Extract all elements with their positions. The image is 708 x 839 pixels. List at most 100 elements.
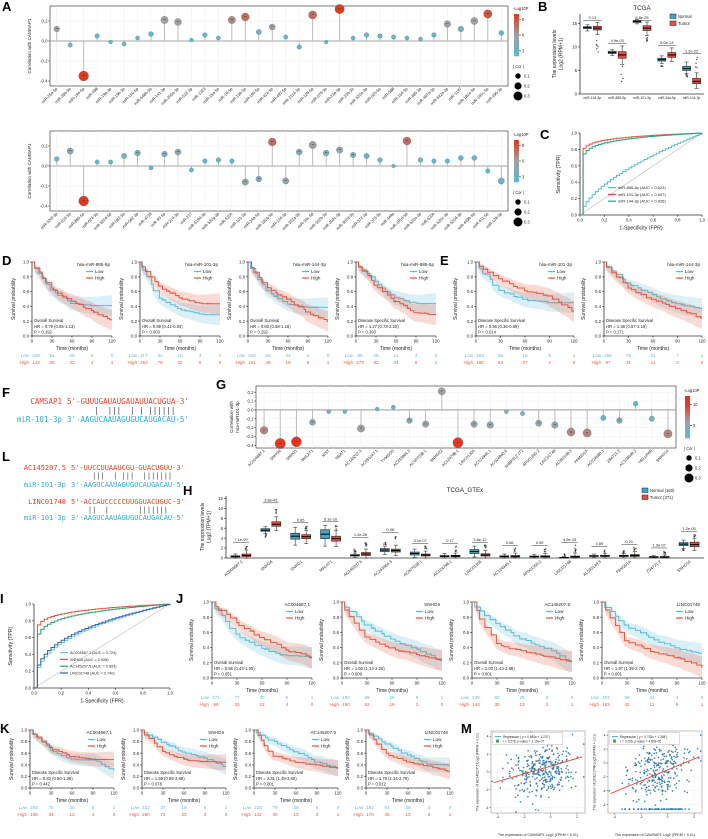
svg-text:+: + bbox=[205, 759, 208, 764]
svg-text:1: 1 bbox=[337, 812, 340, 817]
svg-text:Time (months): Time (months) bbox=[168, 798, 200, 804]
svg-text:High: High bbox=[20, 360, 30, 365]
svg-text:-0.2: -0.2 bbox=[40, 59, 48, 64]
svg-text:+: + bbox=[443, 762, 446, 767]
svg-text:0.6: 0.6 bbox=[131, 289, 138, 294]
svg-text:+: + bbox=[678, 616, 681, 621]
svg-text:0.17: 0.17 bbox=[446, 538, 454, 543]
svg-text:+: + bbox=[618, 275, 621, 280]
svg-text:+: + bbox=[645, 295, 648, 300]
svg-text:1: 1 bbox=[219, 353, 222, 358]
svg-text:+: + bbox=[486, 625, 489, 630]
svg-text:+: + bbox=[281, 743, 284, 748]
svg-text:0.8: 0.8 bbox=[21, 739, 28, 744]
svg-text:+: + bbox=[75, 757, 78, 762]
svg-text:62: 62 bbox=[265, 353, 271, 358]
svg-text:1.0: 1.0 bbox=[333, 600, 340, 605]
svg-text:254: 254 bbox=[140, 360, 148, 365]
km-os-mir101: 1.0 0.8 0.6 0.4 0.2 0.0 0 30 60 90 120 Time (months… bbox=[116, 256, 224, 391]
seq-string: 3'-AAGUCAAUAGUGUCAUGACAU-5' bbox=[67, 414, 189, 424]
svg-text:Low: Low bbox=[129, 353, 138, 358]
svg-text:SNHG6: SNHG6 bbox=[208, 730, 224, 735]
svg-text:The expression levels: The expression levels bbox=[200, 502, 206, 551]
svg-text:Low: Low bbox=[97, 737, 106, 742]
svg-text:1.0: 1.0 bbox=[699, 218, 705, 223]
svg-text:0.4: 0.4 bbox=[593, 645, 600, 650]
svg-text:1.3e-07: 1.3e-07 bbox=[653, 543, 666, 548]
svg-text:+: + bbox=[631, 283, 634, 288]
svg-text:SNHG22: SNHG22 bbox=[429, 448, 444, 463]
svg-text:0.0: 0.0 bbox=[357, 786, 364, 791]
svg-text:**: ** bbox=[285, 179, 288, 183]
km-dss-mir101: 1.0 0.8 0.6 0.4 0.2 0.0 0 30 60 90 120 Time (months… bbox=[450, 256, 578, 391]
svg-text:31: 31 bbox=[650, 353, 656, 358]
svg-text:High: High bbox=[685, 616, 695, 621]
svg-text:8: 8 bbox=[221, 516, 224, 521]
svg-text:120: 120 bbox=[110, 791, 118, 796]
svg-text:Survival probability: Survival probability bbox=[119, 278, 125, 320]
svg-text:3: 3 bbox=[416, 702, 419, 707]
svg-text:1.0: 1.0 bbox=[245, 728, 252, 733]
svg-text:0.13: 0.13 bbox=[589, 15, 597, 20]
svg-text:6: 6 bbox=[415, 360, 418, 365]
svg-text:+: + bbox=[202, 759, 205, 764]
svg-text:AC004687.1: AC004687.1 bbox=[247, 448, 267, 468]
svg-text:0: 0 bbox=[111, 353, 114, 358]
svg-text:+: + bbox=[184, 750, 187, 755]
svg-text:+: + bbox=[667, 653, 670, 658]
svg-text:4.9e-15: 4.9e-15 bbox=[563, 537, 576, 542]
svg-text:Z94721.2: Z94721.2 bbox=[606, 448, 622, 464]
svg-text:+: + bbox=[167, 742, 170, 747]
svg-text:80: 80 bbox=[494, 695, 500, 700]
svg-text:+: + bbox=[309, 309, 312, 314]
svg-text:Time (months): Time (months) bbox=[392, 798, 424, 804]
svg-text:97: 97 bbox=[605, 360, 611, 365]
svg-text:16: 16 bbox=[389, 702, 395, 707]
svg-text:90: 90 bbox=[675, 681, 680, 686]
panel-label-i: I bbox=[0, 591, 4, 606]
svg-text:30: 30 bbox=[158, 339, 163, 344]
svg-text:+: + bbox=[202, 737, 205, 742]
svg-text:30: 30 bbox=[625, 681, 630, 686]
svg-text:High: High bbox=[18, 812, 28, 817]
svg-text:MALAT1: MALAT1 bbox=[318, 558, 334, 572]
svg-text:+: + bbox=[681, 302, 684, 307]
svg-text:+: + bbox=[172, 291, 175, 296]
svg-text:13: 13 bbox=[405, 812, 411, 817]
km-dss-mir144: 1.0 0.8 0.6 0.4 0.2 0.0 0 30 60 90 120 Time (months… bbox=[578, 256, 706, 391]
svg-text:30: 30 bbox=[498, 339, 503, 344]
svg-text:Time (months): Time (months) bbox=[164, 346, 196, 352]
svg-text:**: ** bbox=[279, 442, 282, 446]
svg-text:1: 1 bbox=[111, 360, 114, 365]
svg-text:+: + bbox=[211, 312, 214, 317]
lncrna-roc-curves: 0.0 0.0 0.2 0.2 0.4 0.4 0.6 0.6 0.8 0.8 1.0 1.0 AC00… bbox=[4, 598, 176, 731]
svg-text:0.6: 0.6 bbox=[463, 630, 470, 635]
svg-text:+: + bbox=[101, 762, 104, 767]
svg-text:58: 58 bbox=[364, 695, 370, 700]
svg-text:0.4: 0.4 bbox=[85, 691, 91, 696]
svg-text:**: ** bbox=[177, 20, 180, 24]
svg-text:**: ** bbox=[271, 140, 274, 144]
svg-text:miR-194-5p: miR-194-5p bbox=[584, 96, 602, 100]
svg-text:Disease Specific Survival: Disease Specific Survival bbox=[478, 318, 525, 323]
svg-text:-2: -2 bbox=[486, 788, 489, 792]
svg-text:**: ** bbox=[258, 177, 261, 181]
svg-text:90: 90 bbox=[91, 791, 96, 796]
svg-text:+: + bbox=[670, 304, 673, 309]
svg-text:20: 20 bbox=[69, 353, 75, 358]
svg-text:High: High bbox=[311, 276, 321, 281]
svg-text:+: + bbox=[419, 647, 422, 652]
svg-text:-2: -2 bbox=[523, 815, 526, 819]
svg-text:Survival probability: Survival probability bbox=[11, 278, 17, 320]
svg-text:+: + bbox=[187, 308, 190, 313]
svg-text:0.8: 0.8 bbox=[571, 147, 577, 152]
svg-text:90: 90 bbox=[90, 339, 95, 344]
svg-text:+: + bbox=[630, 626, 633, 631]
svg-text:30: 30 bbox=[495, 681, 500, 686]
svg-text:1.0: 1.0 bbox=[595, 260, 602, 265]
svg-text:+: + bbox=[92, 757, 95, 762]
svg-text:+: + bbox=[215, 606, 218, 611]
svg-text:42: 42 bbox=[624, 702, 630, 707]
